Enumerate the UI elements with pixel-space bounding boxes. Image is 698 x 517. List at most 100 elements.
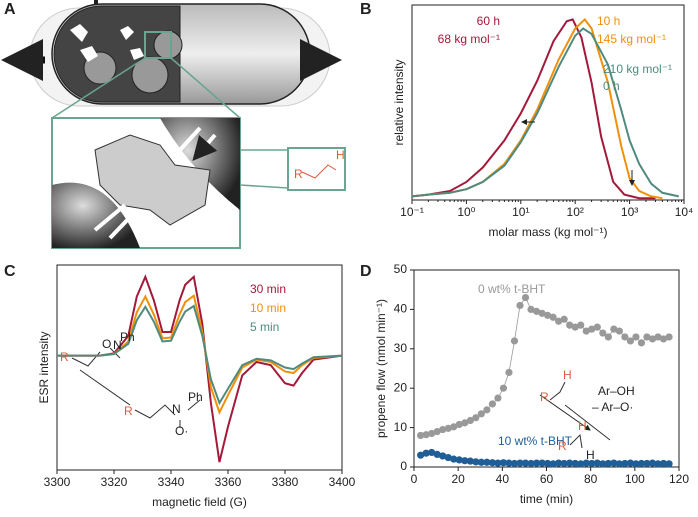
series-line [57, 294, 343, 416]
legend-label: 10 min [250, 301, 286, 315]
bond [301, 164, 337, 179]
point [477, 458, 485, 466]
legend-label: 5 min [250, 320, 279, 334]
point [665, 333, 673, 341]
point [577, 460, 585, 468]
point [615, 460, 623, 468]
x-axis-label: time (min) [520, 492, 573, 506]
legend-label: 10 wt% t-BHT [498, 434, 573, 448]
point [604, 459, 612, 468]
point [648, 459, 657, 467]
point [477, 410, 485, 418]
reaction-arrow [539, 394, 591, 431]
point [637, 339, 646, 347]
x-axis-label: magnetic field (G) [152, 495, 247, 509]
chem-label: H [578, 419, 587, 433]
point [582, 327, 590, 335]
chem-label: R [294, 167, 303, 181]
point [544, 459, 552, 468]
point [422, 449, 430, 457]
point [648, 335, 657, 343]
chem-label: O· [175, 424, 188, 438]
point [450, 455, 458, 463]
zoom-box [144, 31, 172, 59]
plot-frame [56, 264, 343, 471]
annotation: 68 kg mol⁻¹ [438, 32, 500, 46]
point [510, 337, 519, 345]
point [604, 333, 612, 341]
x-tick-label: 3320 [101, 475, 128, 489]
panel-label: D [360, 263, 372, 280]
point [544, 311, 552, 319]
point [433, 427, 441, 436]
point [582, 459, 590, 467]
point [659, 459, 668, 468]
point [455, 420, 463, 429]
zoom-line [170, 57, 241, 119]
legend-label: 0 h [603, 79, 620, 93]
force-arrow [93, 126, 215, 240]
point [488, 400, 496, 408]
point [588, 325, 596, 333]
point [417, 431, 425, 440]
x-tick-label: 3360 [215, 475, 242, 489]
point [444, 453, 452, 462]
plot-frame [411, 4, 685, 201]
x-tick-label: 120 [669, 472, 689, 486]
point [499, 459, 508, 467]
point [428, 448, 436, 457]
point [461, 457, 469, 465]
y-tick-label: 30 [394, 341, 408, 355]
point [599, 460, 607, 468]
x-tick-label: 10⁴ [675, 205, 694, 219]
annotation: 145 kg mol⁻¹ [597, 32, 666, 46]
point [665, 460, 673, 468]
x-tick-label: 10⁻¹ [400, 205, 424, 219]
legend-label: 60 h [477, 14, 500, 28]
x-tick-label: 0 [411, 472, 418, 486]
panel-label: C [4, 263, 16, 280]
point [494, 459, 502, 467]
point [571, 323, 579, 331]
point [472, 414, 480, 422]
radical-box [287, 147, 346, 191]
point [593, 323, 601, 331]
point [599, 329, 607, 337]
point [521, 459, 530, 467]
y-tick-label: 50 [394, 262, 408, 276]
y-axis-label: relative intensity [392, 59, 406, 145]
series-line [411, 27, 679, 198]
chem-label: Ph [188, 390, 203, 404]
point [516, 459, 524, 467]
point [444, 424, 452, 432]
point [439, 452, 447, 460]
point [439, 425, 447, 434]
y-tick-label: 10 [394, 420, 408, 434]
y-axis-label: ESR intensity [37, 331, 51, 403]
point [654, 460, 662, 468]
point [560, 459, 568, 468]
point [566, 459, 574, 467]
point [659, 335, 668, 343]
x-tick-label: 3400 [329, 475, 356, 489]
point [472, 458, 480, 466]
point [549, 460, 557, 468]
point [516, 301, 524, 310]
chem-label: R [558, 439, 567, 453]
chem-label: N [113, 338, 122, 352]
mill-diagram: R H [1, 0, 346, 249]
point [466, 457, 474, 465]
point [549, 313, 557, 321]
point [571, 459, 579, 468]
chem-label: R [540, 390, 549, 404]
x-tick-label: 100 [625, 472, 645, 486]
point [505, 459, 513, 467]
legend-label: 10 h [597, 14, 620, 28]
y-tick-label: 0 [400, 459, 407, 473]
point [621, 333, 629, 341]
point [510, 459, 519, 468]
chem-label: N [172, 402, 181, 416]
y-tick-label: 40 [394, 302, 408, 316]
point [428, 429, 436, 438]
